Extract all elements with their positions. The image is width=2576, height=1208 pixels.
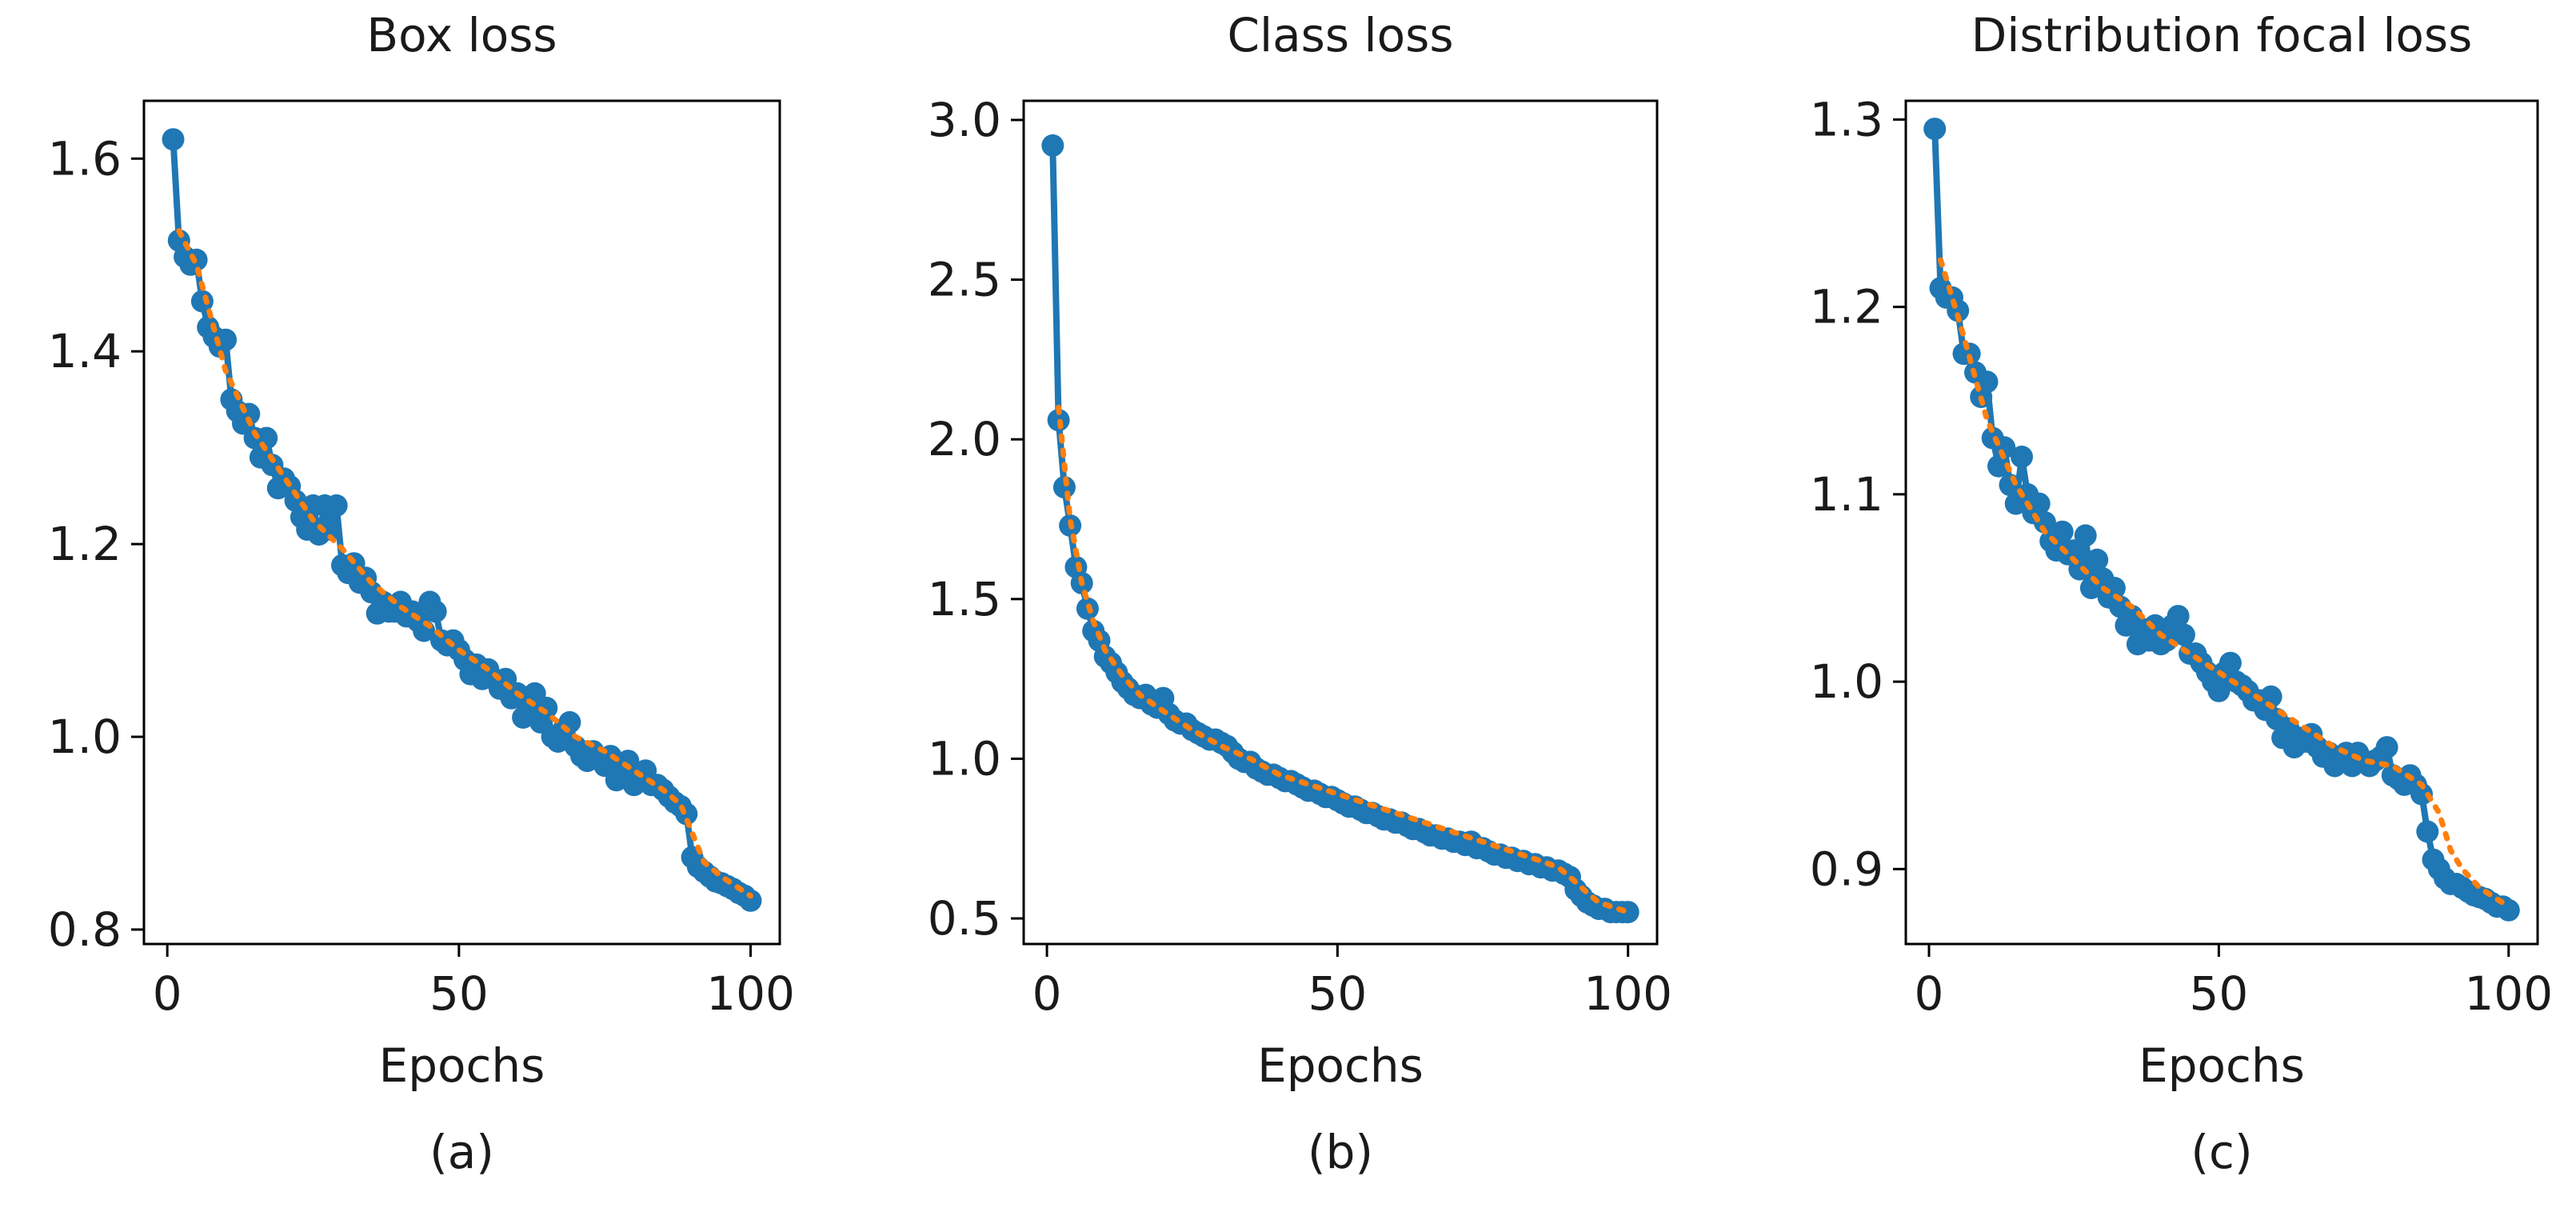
y-tick-label: 1.1 [1810,467,1883,522]
data-point [2027,492,2051,515]
data-point [2074,524,2097,547]
chart-title: Box loss [366,8,557,62]
chart-panel-2: Class loss 0 50 100 0.5 1.0 1.5 2.0 2.5 3.0 Epochs… [928,8,1672,1179]
x-tick-label: 100 [1584,966,1672,1021]
data-point [1958,342,1981,366]
y-tick-label: 0.8 [48,902,122,957]
data-point [2259,685,2282,708]
x-tick-label: 50 [429,966,489,1021]
data-point [1975,370,1999,394]
data-point [1923,118,1947,141]
data-point [2086,548,2109,571]
data-point [325,494,348,517]
y-tick-label: 1.6 [48,131,122,186]
y-tick-label: 1.4 [48,324,122,378]
data-point [1987,454,2010,478]
y-tick-label: 0.5 [928,891,1001,946]
data-point [162,128,185,151]
x-tick-label: 0 [153,966,182,1021]
x-tick-label: 0 [1032,966,1062,1021]
data-point [2167,605,2190,628]
y-tick-label: 1.5 [928,572,1001,626]
x-axis-label: Epochs [379,1038,545,1093]
y-tick-label: 3.0 [928,93,1001,147]
chart-panel-3: Distribution focal loss 0 50 100 0.9 1.0 1.1 1.… [1810,8,2553,1179]
data-point [2410,782,2433,806]
data-point [424,600,447,623]
data-point [190,290,214,313]
data-point [2207,679,2231,702]
y-tick-label: 1.3 [1810,92,1883,146]
x-tick-label: 50 [2189,966,2248,1021]
plot-frame [1904,99,2539,946]
x-tick-label: 50 [1308,966,1367,1021]
y-tick-label: 0.9 [1810,842,1883,896]
data-point [535,696,558,719]
data-point [2219,651,2242,674]
loss-series-markers [162,128,762,912]
data-point [1041,134,1064,157]
y-tick-label: 1.0 [1810,654,1883,709]
chart-panel-1: Box loss 0 50 100 0.8 1.0 1.2 1.4 1.6 Epochs (a) [48,8,795,1179]
panel-label: (b) [1308,1125,1373,1179]
y-tick-label: 1.0 [928,731,1001,786]
chart-title: Distribution focal loss [1971,8,2473,62]
plot-frame [142,99,781,946]
data-point [2416,820,2439,843]
plot-frame [1022,99,1659,946]
y-tick-label: 1.2 [48,517,122,571]
data-point [2011,446,2033,468]
data-point [739,889,762,912]
panel-label: (a) [429,1125,494,1179]
data-point [1616,901,1639,924]
x-axis-label: Epochs [2139,1038,2305,1093]
trend-line [176,228,753,899]
data-point [319,518,342,541]
trend-line [1056,404,1631,915]
y-tick-label: 1.2 [1810,280,1883,334]
x-tick-label: 0 [1915,966,1944,1021]
y-tick-label: 1.0 [48,710,122,764]
trend-line [1938,257,2512,910]
data-point [2375,736,2398,759]
x-tick-label: 100 [2464,966,2553,1021]
data-point [2033,511,2056,534]
data-point [2172,623,2195,646]
x-tick-label: 100 [706,966,795,1021]
y-tick-label: 2.0 [928,412,1001,466]
panel-label: (c) [2191,1125,2252,1179]
data-point [2497,898,2520,922]
y-tick-label: 2.5 [928,253,1001,307]
loss-series-markers [1041,134,1639,924]
chart-title: Class loss [1227,8,1453,62]
x-axis-label: Epochs [1257,1038,1424,1093]
data-point [2051,520,2074,543]
